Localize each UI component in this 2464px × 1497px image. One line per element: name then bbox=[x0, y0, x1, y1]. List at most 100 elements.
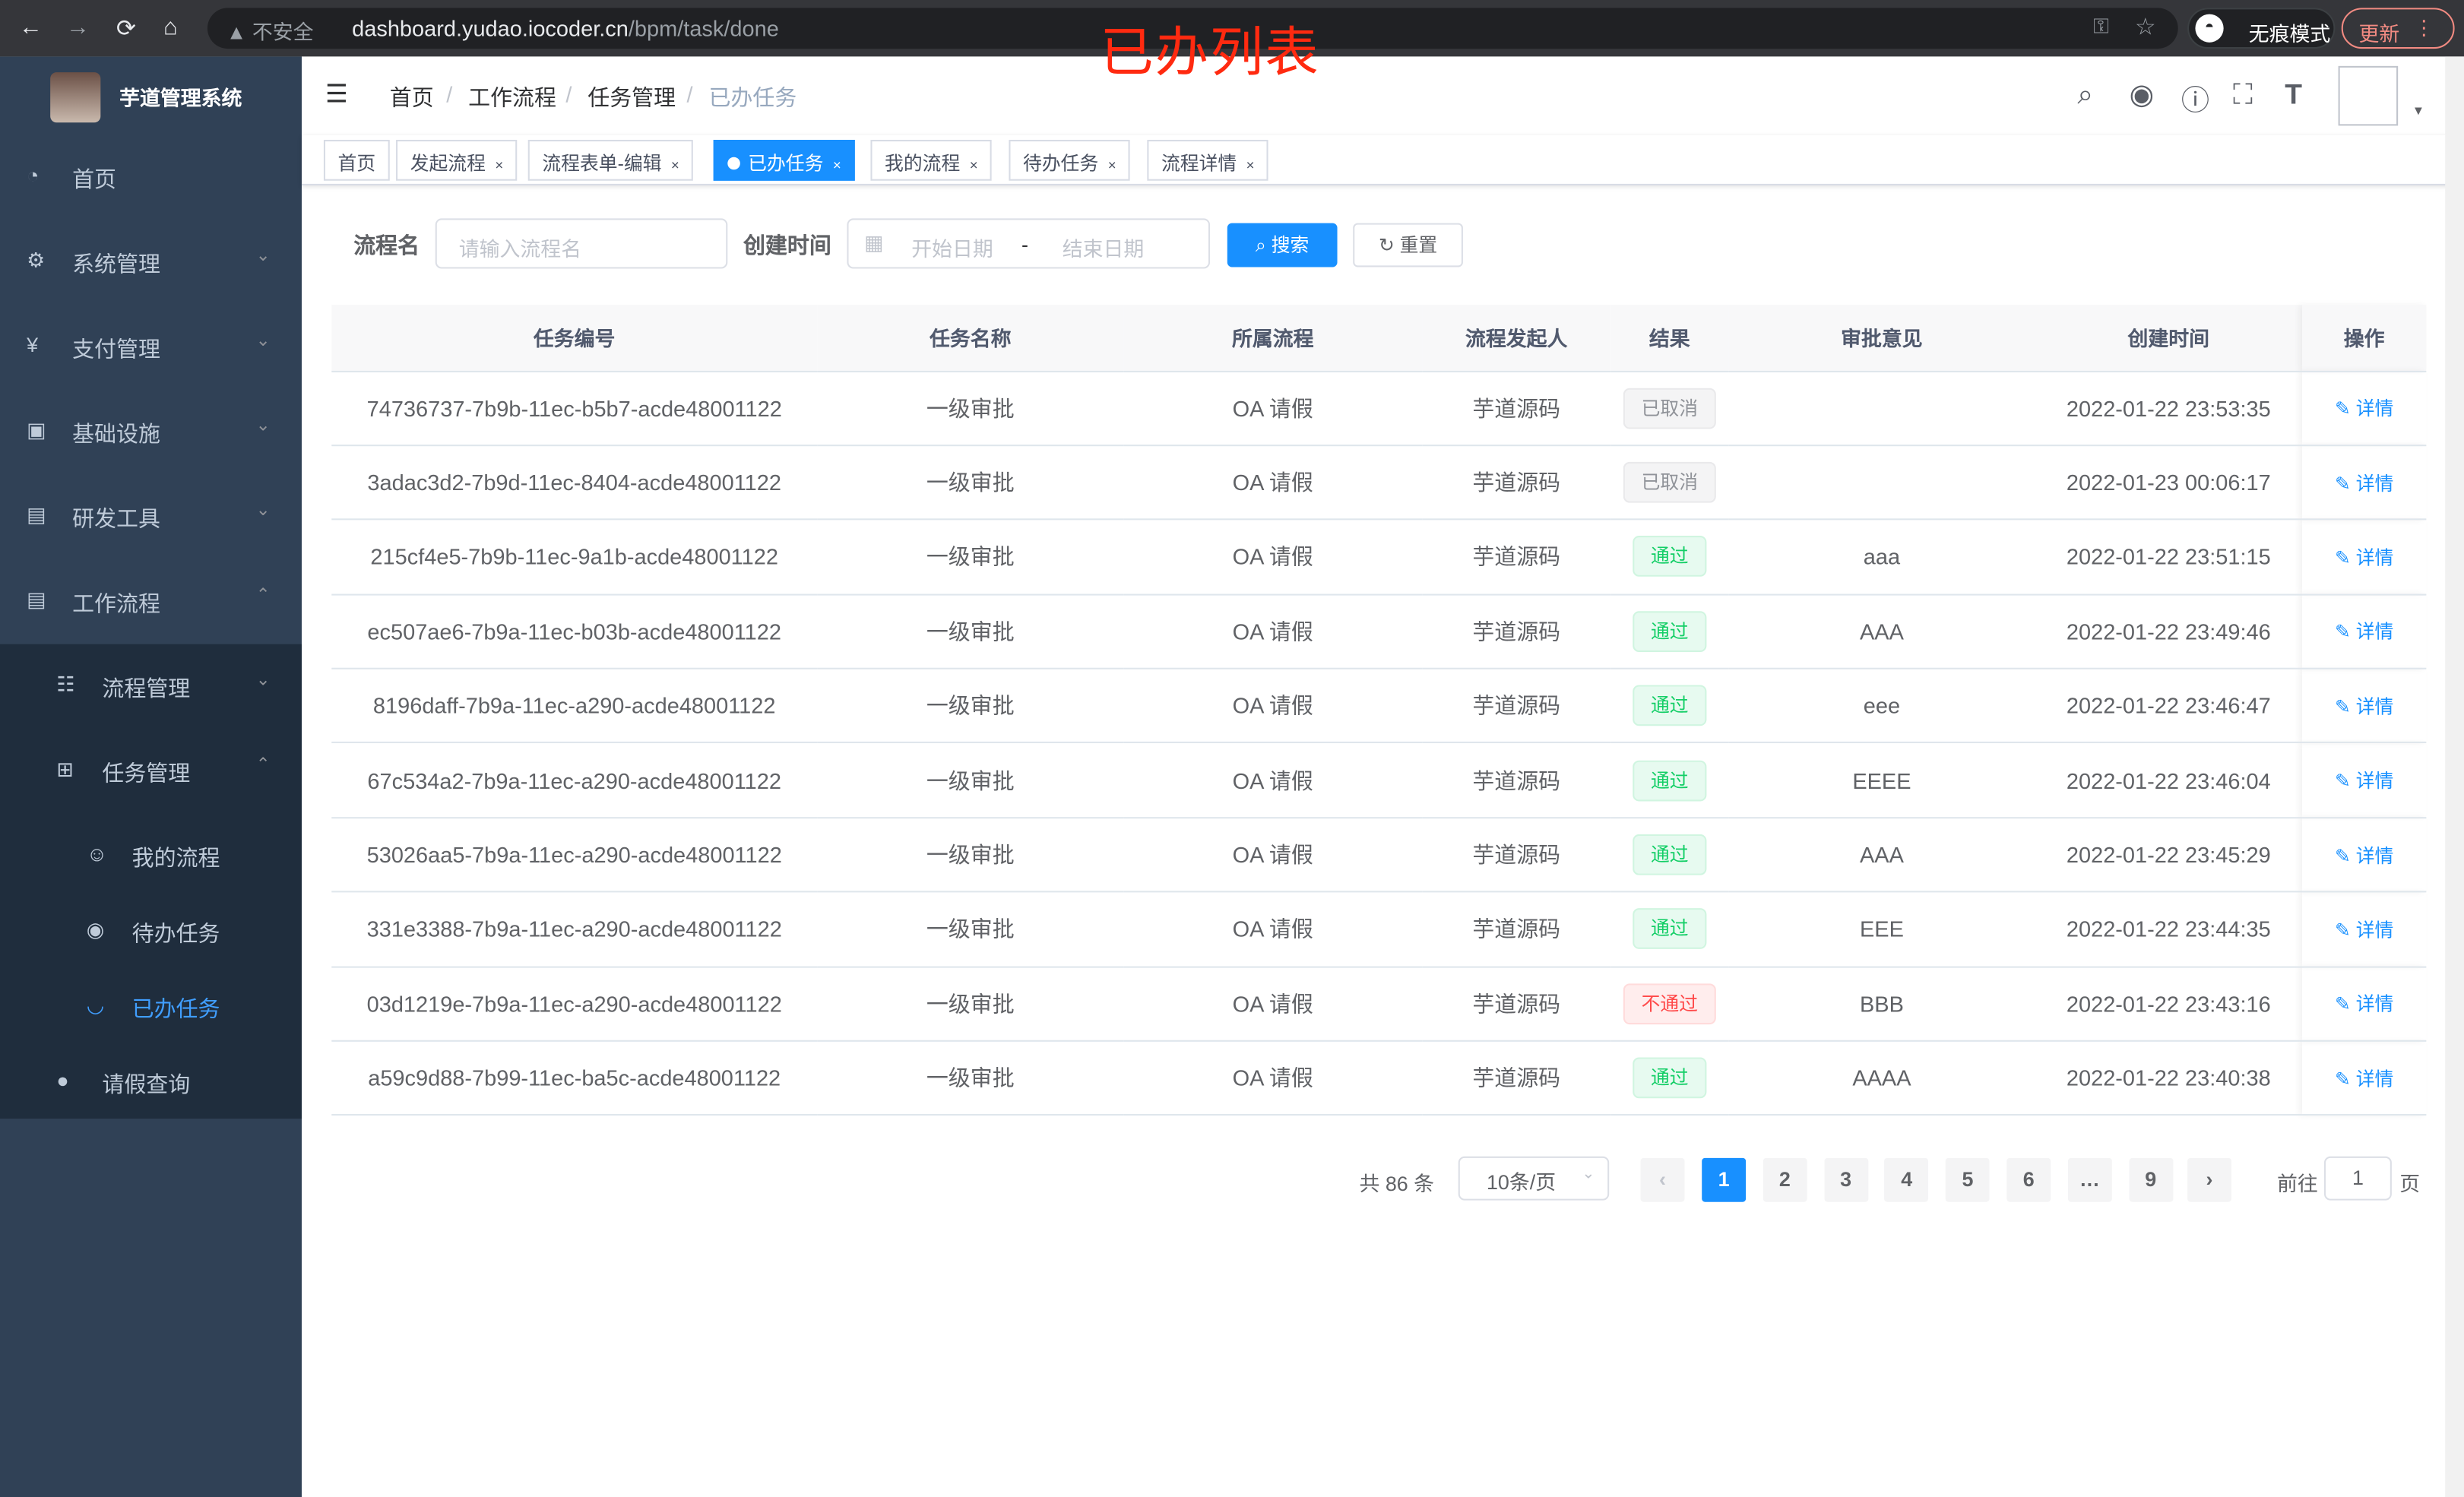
page-size-select[interactable]: 10条/页 ⌄ bbox=[1458, 1156, 1610, 1201]
sidebar-item-2[interactable]: ¥ 支付管理 ⌄ bbox=[0, 305, 302, 390]
sidebar-item-11[interactable]: ● 请假查询 bbox=[0, 1040, 302, 1125]
detail-link[interactable]: ✎ 详情 bbox=[2335, 770, 2393, 792]
breadcrumb-separator: / bbox=[565, 81, 572, 107]
tag-6[interactable]: 流程详情 × bbox=[1147, 140, 1269, 181]
close-icon[interactable]: × bbox=[495, 157, 504, 173]
home-icon[interactable]: ⌂ bbox=[163, 14, 178, 41]
cell-comment: AAA bbox=[1728, 593, 2035, 669]
detail-link[interactable]: ✎ 详情 bbox=[2335, 844, 2393, 866]
close-icon[interactable]: × bbox=[969, 157, 978, 173]
refresh-icon: ↻ bbox=[1378, 234, 1400, 257]
tag-3[interactable]: 已办任务 × bbox=[713, 140, 856, 181]
sidebar: 芋道管理系统 ◔ 首页 ⚙ 系统管理 ⌄ ¥ 支付管理 ⌄ ▣ 基础设施 ⌄ ▤ 研发工具 ⌄ ▤ 工作流程 ⌃… bbox=[0, 56, 302, 1497]
address-bar[interactable]: ▲ 不安全 dashboard.yudao.iocoder.cn/bpm/tas… bbox=[207, 8, 2178, 49]
more-pages-button[interactable]: … bbox=[2067, 1157, 2112, 1202]
close-icon[interactable]: × bbox=[1246, 157, 1255, 173]
sidebar-item-6[interactable]: ☷ 流程管理 ⌄ bbox=[0, 644, 302, 730]
star-icon[interactable]: ☆ bbox=[2134, 14, 2156, 41]
detail-link[interactable]: ✎ 详情 bbox=[2335, 546, 2393, 568]
fullscreen-icon[interactable]: ⛶ bbox=[2233, 78, 2253, 110]
avatar[interactable] bbox=[2338, 65, 2399, 126]
sidebar-item-8[interactable]: ☺ 我的流程 bbox=[0, 814, 302, 889]
cell-id: 3adac3d2-7b9d-11ec-8404-acde48001122 bbox=[331, 445, 818, 521]
next-page-button[interactable]: › bbox=[2187, 1157, 2231, 1202]
detail-link[interactable]: ✎ 详情 bbox=[2335, 993, 2393, 1015]
page-button[interactable]: 4 bbox=[1884, 1157, 1929, 1202]
incognito-badge[interactable]: ◓ 无痕模式 bbox=[2187, 8, 2336, 49]
process-name-input[interactable]: 请输入流程名 bbox=[435, 218, 728, 269]
search-button[interactable]: ⌕ 搜索 bbox=[1227, 223, 1338, 267]
page-button[interactable]: 1 bbox=[1702, 1157, 1747, 1202]
sidebar-item-3[interactable]: ▣ 基础设施 ⌄ bbox=[0, 390, 302, 475]
sidebar-item-0[interactable]: ◔ 首页 bbox=[0, 135, 302, 220]
goto-suffix: 页 bbox=[2399, 1172, 2421, 1196]
cell-time: 2022-01-23 00:06:17 bbox=[2035, 445, 2303, 521]
tag-label: 流程表单-编辑 bbox=[542, 152, 662, 175]
page-button[interactable]: 5 bbox=[1946, 1157, 1990, 1202]
cell-result: 已取消 bbox=[1610, 445, 1729, 521]
detail-link[interactable]: ✎ 详情 bbox=[2335, 1068, 2393, 1090]
breadcrumb-item[interactable]: 首页 bbox=[389, 84, 434, 110]
cell-comment: AAA bbox=[1728, 817, 2035, 893]
sidebar-item-label: 请假查询 bbox=[102, 1071, 191, 1097]
status-badge: 通过 bbox=[1633, 759, 1706, 801]
page-button[interactable]: 9 bbox=[2128, 1157, 2173, 1202]
reset-button[interactable]: ↻ 重置 bbox=[1353, 223, 1463, 267]
table-row: 67c534a2-7b9a-11ec-a290-acde48001122 一级审批… bbox=[331, 742, 2427, 818]
prev-page-button[interactable]: ‹ bbox=[1640, 1157, 1685, 1202]
navbar: ☰ 首页 / 工作流程 / 任务管理 / 已办任务 ⌕ ◉ ⓘ ⛶ T ▼ bbox=[302, 56, 2464, 135]
forward-icon[interactable]: → bbox=[65, 14, 90, 41]
tag-4[interactable]: 我的流程 × bbox=[870, 140, 993, 181]
caret-down-icon[interactable]: ▼ bbox=[2412, 103, 2425, 119]
close-icon[interactable]: × bbox=[832, 157, 841, 173]
detail-link[interactable]: ✎ 详情 bbox=[2335, 695, 2393, 717]
sidebar-item-9[interactable]: ◉ 待办任务 bbox=[0, 889, 302, 964]
edit-icon: ✎ bbox=[2335, 546, 2356, 569]
sidebar-item-10[interactable]: ◡ 已办任务 bbox=[0, 965, 302, 1040]
help-icon[interactable]: ⓘ bbox=[2181, 84, 2210, 117]
close-icon[interactable]: × bbox=[1107, 157, 1116, 173]
github-icon[interactable]: ◉ bbox=[2129, 78, 2155, 110]
sidebar-item-5[interactable]: ▤ 工作流程 ⌃ bbox=[0, 559, 302, 644]
tree-list-icon: ☷ bbox=[56, 672, 75, 696]
tag-2[interactable]: 流程表单-编辑 × bbox=[527, 140, 694, 181]
hamburger-icon[interactable]: ☰ bbox=[325, 81, 348, 109]
sidebar-item-7[interactable]: ⊞ 任务管理 ⌃ bbox=[0, 729, 302, 814]
detail-link[interactable]: ✎ 详情 bbox=[2335, 919, 2393, 941]
sidebar-item-1[interactable]: ⚙ 系统管理 ⌄ bbox=[0, 220, 302, 305]
font-size-icon[interactable]: T bbox=[2285, 78, 2303, 110]
monitor-icon: ▣ bbox=[27, 417, 46, 442]
goto-page-input[interactable]: 1 bbox=[2323, 1156, 2392, 1201]
breadcrumb-item[interactable]: 工作流程 bbox=[468, 84, 556, 110]
page-scrollbar[interactable] bbox=[2445, 56, 2464, 1497]
cell-time: 2022-01-22 23:49:46 bbox=[2035, 593, 2303, 669]
sidebar-item-4[interactable]: ▤ 研发工具 ⌄ bbox=[0, 474, 302, 559]
sidebar-item-label: 流程管理 bbox=[102, 676, 191, 701]
detail-link[interactable]: ✎ 详情 bbox=[2335, 472, 2393, 494]
detail-label: 详情 bbox=[2355, 472, 2394, 495]
update-button[interactable]: 更新 ⋮ bbox=[2341, 8, 2455, 49]
status-badge: 通过 bbox=[1633, 536, 1706, 578]
tag-1[interactable]: 发起流程 × bbox=[396, 140, 518, 181]
column-header: 任务编号 bbox=[331, 305, 818, 372]
key-icon[interactable]: ⚿ bbox=[2093, 14, 2109, 38]
back-icon[interactable]: ← bbox=[18, 14, 43, 41]
detail-label: 详情 bbox=[2355, 844, 2394, 867]
cell-result: 通过 bbox=[1610, 1040, 1729, 1116]
edit-icon: ✎ bbox=[2335, 695, 2356, 718]
tag-5[interactable]: 待办任务 × bbox=[1009, 140, 1131, 181]
page-button[interactable]: 2 bbox=[1762, 1157, 1807, 1202]
search-icon[interactable]: ⌕ bbox=[2077, 78, 2094, 110]
reload-icon[interactable]: ⟳ bbox=[116, 15, 137, 43]
page-button[interactable]: 6 bbox=[2006, 1157, 2051, 1202]
cell-starter: 芋道源码 bbox=[1422, 817, 1611, 893]
tag-0[interactable]: 首页 bbox=[323, 140, 390, 181]
detail-link[interactable]: ✎ 详情 bbox=[2335, 621, 2393, 643]
detail-link[interactable]: ✎ 详情 bbox=[2335, 397, 2393, 419]
date-range-picker[interactable]: ▦ 开始日期 - 结束日期 bbox=[847, 218, 1211, 269]
page-button[interactable]: 3 bbox=[1823, 1157, 1868, 1202]
breadcrumb-item[interactable]: 任务管理 bbox=[587, 84, 676, 110]
close-icon[interactable]: × bbox=[670, 157, 679, 173]
sidebar-item-label: 已办任务 bbox=[131, 995, 220, 1021]
security-warning[interactable]: ▲ 不安全 bbox=[226, 20, 314, 44]
